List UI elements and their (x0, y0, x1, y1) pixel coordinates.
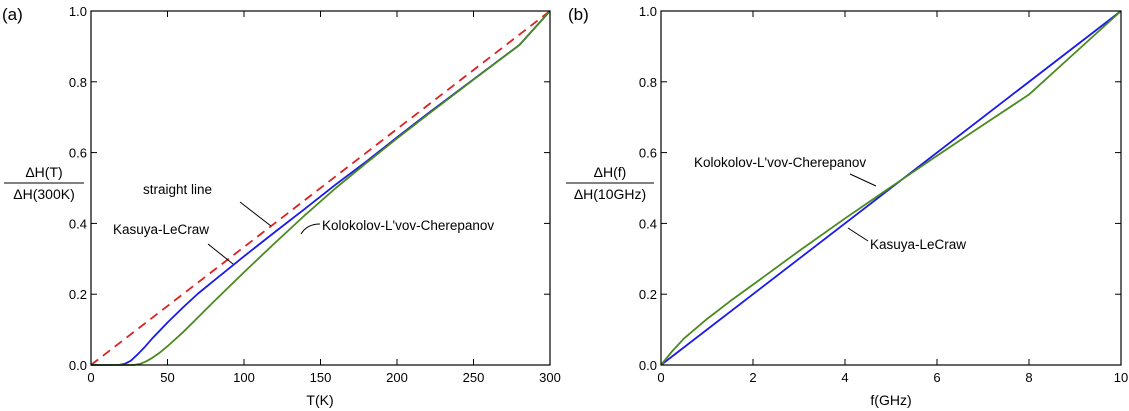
annotation-klc-b: Kolokolov-L'vov-Cherepanov (694, 155, 866, 170)
panel-b-xtick-label: 2 (749, 370, 756, 385)
panel-a-ytick-label: 0.0 (69, 358, 87, 373)
panel-a: (a) 0 50 100 150 200 250 300 0.0 0.2 0.4 0.6 0.8 1.0… (2, 4, 561, 408)
panel-a-ytick-label: 1.0 (69, 4, 87, 19)
panel-a-ytick-label: 0.8 (69, 75, 87, 90)
annotation-straight-line: straight line (143, 182, 212, 197)
panel-a-series-kolokolov-l-vov-cherepanov (91, 10, 551, 366)
panel-a-ylabel-top: ΔH(T) (25, 164, 62, 180)
panel-b-ytick-label: 1.0 (639, 4, 657, 19)
annotation-kasuya-lecraw-b-pointer (847, 227, 869, 242)
panel-a-ylabel-bottom: ΔH(300K) (13, 186, 74, 202)
panel-a-xtick-label: 100 (233, 370, 255, 385)
panel-a-xtick-label: 50 (160, 370, 174, 385)
panel-a-xtick-label: 300 (539, 370, 561, 385)
panel-a-label: (a) (2, 5, 23, 24)
panel-a-ytick-label: 0.2 (69, 287, 87, 302)
panel-b-ytick-label: 0.4 (639, 216, 657, 231)
panel-a-series (90, 10, 551, 366)
panel-b-xtick-label: 6 (933, 370, 940, 385)
panel-b-series (660, 10, 1122, 366)
panel-b-xtick-label: 10 (1114, 370, 1128, 385)
annotation-klc-a-pointer (300, 223, 321, 235)
panel-b-frame (660, 10, 1122, 366)
panel-b-xlabel: f(GHz) (870, 392, 911, 408)
panel-b-ticks: 0 2 4 6 8 10 0.0 0.2 0.4 0.6 0.8 1.0 (639, 4, 1128, 385)
annotation-kasuya-lecraw-a: Kasuya-LeCraw (113, 222, 209, 237)
panel-a-ytick-label: 0.6 (69, 146, 87, 161)
annotation-kasuya-lecraw-a-pointer (207, 243, 234, 265)
panel-b-ylabel-top: ΔH(f) (594, 164, 627, 180)
panel-b-xtick-label: 0 (657, 370, 664, 385)
panel-a-ytick-label: 0.4 (69, 216, 87, 231)
panel-b-series-kolokolov-l-vov-cherepanov (660, 10, 1122, 366)
panel-a-series-straight-line (90, 10, 551, 366)
panel-a-ticks: 0 50 100 150 200 250 300 0.0 0.2 0.4 0.6 0.8 1.0 (69, 4, 561, 385)
annotation-klc-b-pointer (849, 173, 877, 187)
panel-b-ytick-label: 0.0 (639, 358, 657, 373)
annotation-kasuya-lecraw-b: Kasuya-LeCraw (870, 237, 966, 252)
panel-a-xtick-label: 150 (310, 370, 332, 385)
panel-a-xlabel: T(K) (306, 392, 333, 408)
panel-b-xtick-label: 4 (841, 370, 848, 385)
panel-a-xtick-label: 200 (386, 370, 408, 385)
panel-b-ytick-label: 0.8 (639, 75, 657, 90)
panel-a-xtick-label: 0 (87, 370, 94, 385)
panel-a-xtick-label: 250 (463, 370, 485, 385)
panel-b: (b) 0 2 4 6 8 10 0.0 0.2 0.4 0.6 0.8 1.0 ΔH(f) ΔH(1… (566, 4, 1128, 408)
panel-b-label: (b) (568, 5, 589, 24)
panel-b-ylabel-bottom: ΔH(10GHz) (574, 186, 646, 202)
panel-b-ytick-label: 0.2 (639, 287, 657, 302)
panel-b-xtick-label: 8 (1025, 370, 1032, 385)
annotation-straight-line-pointer (239, 201, 272, 227)
panel-b-ytick-label: 0.6 (639, 146, 657, 161)
annotation-klc-a: Kolokolov-L'vov-Cherepanov (322, 218, 494, 233)
